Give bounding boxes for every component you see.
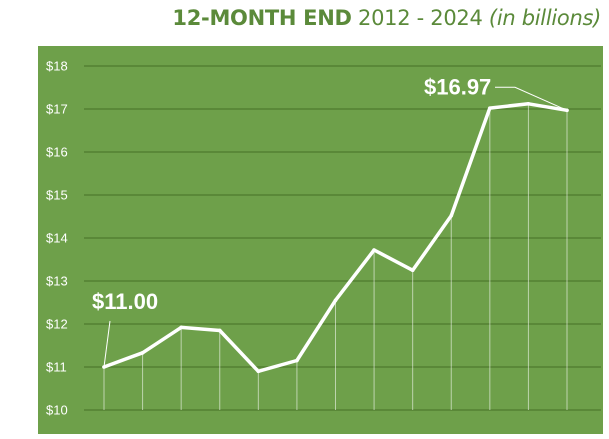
y-tick-label: $17 [46, 102, 68, 117]
data-point [295, 358, 299, 363]
data-point [526, 102, 531, 106]
y-tick-label: $11 [46, 360, 67, 375]
data-point [256, 369, 261, 374]
data-point [140, 351, 145, 355]
chart-title-main: 12-MONTH END [172, 6, 352, 30]
chart-panel [38, 46, 603, 434]
y-tick-label: $15 [46, 188, 68, 203]
callout-start-value: $11.00 [92, 289, 158, 314]
y-tick-label: $10 [46, 403, 68, 418]
data-point [333, 298, 338, 303]
y-tick-label: $13 [46, 274, 68, 289]
callout-leader [103, 320, 111, 368]
y-tick-label: $12 [46, 317, 68, 332]
chart-title-unit: (in billions) [488, 6, 601, 30]
callout-leader [495, 86, 568, 111]
y-tick-label: $16 [46, 145, 68, 160]
callout-end-value: $16.97 [424, 74, 491, 99]
data-point [449, 213, 454, 218]
data-point [488, 106, 492, 110]
data-point [410, 268, 415, 273]
y-tick-label: $14 [46, 231, 68, 246]
data-point [179, 325, 183, 330]
data-point [372, 248, 376, 252]
chart-title: 12-MONTH END 2012 - 2024 (in billions) [172, 6, 601, 30]
chart-title-years: 2012 - 2024 [351, 6, 489, 30]
y-tick-label: $18 [46, 59, 68, 74]
data-point [217, 328, 222, 333]
